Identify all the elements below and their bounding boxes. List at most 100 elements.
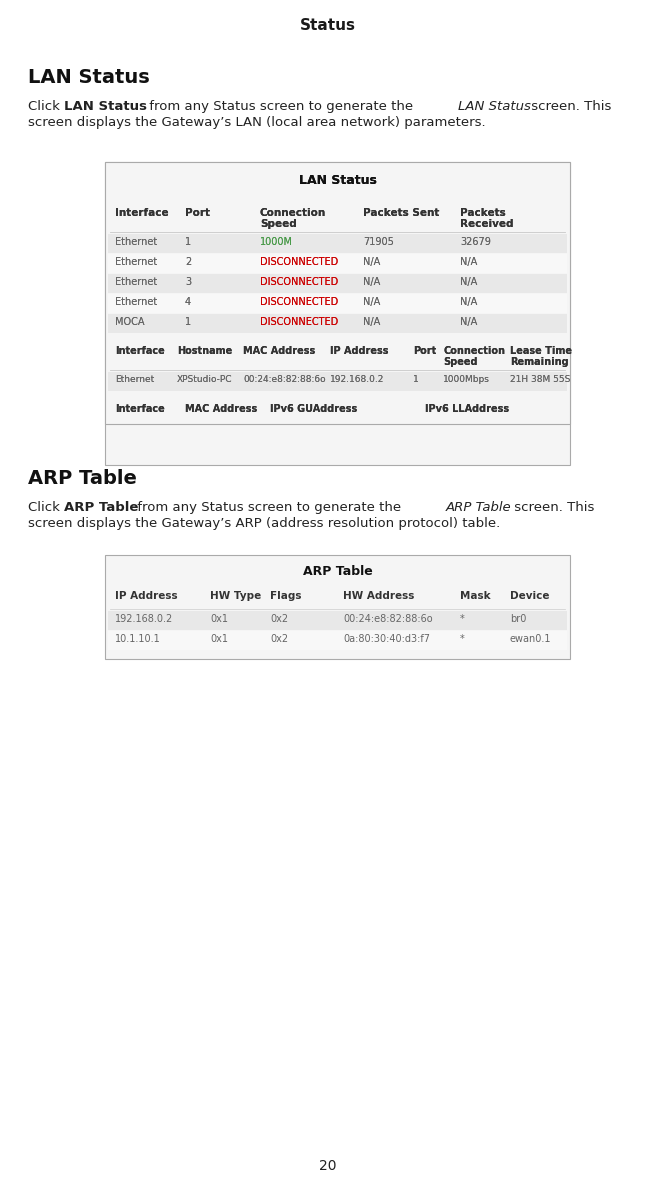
Text: 1000Mbps: 1000Mbps bbox=[443, 375, 490, 384]
Text: 3: 3 bbox=[185, 278, 191, 287]
Text: Interface: Interface bbox=[115, 208, 169, 218]
Text: 00:24:e8:82:88:6o: 00:24:e8:82:88:6o bbox=[243, 375, 325, 384]
Text: Speed: Speed bbox=[443, 357, 478, 367]
Text: 3: 3 bbox=[185, 278, 191, 287]
Text: IPv6 LLAddress: IPv6 LLAddress bbox=[425, 404, 509, 414]
Text: 00:24:e8:82:88:6o: 00:24:e8:82:88:6o bbox=[243, 375, 325, 384]
Text: 71905: 71905 bbox=[363, 237, 394, 247]
Text: Speed: Speed bbox=[443, 357, 478, 367]
Text: 2: 2 bbox=[185, 257, 192, 267]
Text: N/A: N/A bbox=[363, 257, 380, 267]
Text: Connection: Connection bbox=[443, 347, 505, 356]
Text: 32679: 32679 bbox=[460, 237, 491, 247]
Text: DISCONNECTED: DISCONNECTED bbox=[260, 317, 338, 328]
Text: 0x1: 0x1 bbox=[210, 634, 228, 644]
Text: N/A: N/A bbox=[363, 278, 380, 287]
Text: DISCONNECTED: DISCONNECTED bbox=[260, 257, 338, 267]
Text: MOCA: MOCA bbox=[115, 317, 144, 328]
Text: 192.168.0.2: 192.168.0.2 bbox=[115, 615, 173, 624]
Text: 192.168.0.2: 192.168.0.2 bbox=[330, 375, 384, 384]
Text: 4: 4 bbox=[185, 297, 191, 307]
Text: Status: Status bbox=[300, 18, 356, 33]
Text: Click: Click bbox=[28, 100, 64, 113]
Bar bbox=[105, 162, 570, 424]
Text: Received: Received bbox=[460, 219, 514, 229]
Text: Port: Port bbox=[185, 208, 210, 218]
Bar bbox=[108, 233, 567, 252]
Text: N/A: N/A bbox=[363, 297, 380, 307]
Text: N/A: N/A bbox=[460, 257, 478, 267]
Bar bbox=[108, 254, 567, 273]
Text: DISCONNECTED: DISCONNECTED bbox=[260, 297, 338, 307]
Text: N/A: N/A bbox=[363, 317, 380, 328]
Text: IPv6 LLAddress: IPv6 LLAddress bbox=[425, 404, 509, 414]
Bar bbox=[108, 254, 567, 273]
Text: Interface: Interface bbox=[115, 347, 165, 356]
Text: 10.1.10.1: 10.1.10.1 bbox=[115, 634, 161, 644]
Text: N/A: N/A bbox=[363, 297, 380, 307]
Bar bbox=[105, 555, 570, 659]
Text: Connection: Connection bbox=[260, 208, 326, 218]
Text: Port: Port bbox=[185, 208, 210, 218]
Text: Ethernet: Ethernet bbox=[115, 375, 154, 384]
Text: Remaining: Remaining bbox=[510, 357, 569, 367]
Text: Ethernet: Ethernet bbox=[115, 237, 157, 247]
Text: Flags: Flags bbox=[270, 591, 302, 601]
Text: screen. This: screen. This bbox=[527, 100, 611, 113]
Text: from any Status screen to generate the: from any Status screen to generate the bbox=[145, 100, 417, 113]
Text: Received: Received bbox=[460, 219, 514, 229]
Text: ARP Table: ARP Table bbox=[446, 501, 512, 515]
Text: 1: 1 bbox=[185, 317, 191, 328]
Text: Packets: Packets bbox=[460, 208, 506, 218]
Text: 4: 4 bbox=[185, 297, 191, 307]
Text: 0x1: 0x1 bbox=[210, 615, 228, 624]
Text: N/A: N/A bbox=[363, 257, 380, 267]
Text: XPStudio-PC: XPStudio-PC bbox=[177, 375, 232, 384]
Text: 192.168.0.2: 192.168.0.2 bbox=[330, 375, 384, 384]
Text: Lease Time: Lease Time bbox=[510, 347, 572, 356]
Text: Port: Port bbox=[413, 347, 436, 356]
Text: from any Status screen to generate the: from any Status screen to generate the bbox=[133, 501, 405, 515]
Text: ewan0.1: ewan0.1 bbox=[510, 634, 552, 644]
Text: 1: 1 bbox=[185, 317, 191, 328]
Bar bbox=[108, 314, 567, 333]
Text: Ethernet: Ethernet bbox=[115, 257, 157, 267]
Text: Packets Sent: Packets Sent bbox=[363, 208, 440, 218]
Text: DISCONNECTED: DISCONNECTED bbox=[260, 317, 338, 328]
Text: N/A: N/A bbox=[363, 317, 380, 328]
Text: 2: 2 bbox=[185, 257, 192, 267]
Text: Ethernet: Ethernet bbox=[115, 297, 157, 307]
Text: N/A: N/A bbox=[460, 278, 478, 287]
Text: Hostname: Hostname bbox=[177, 347, 232, 356]
Bar bbox=[108, 274, 567, 293]
Text: LAN Status: LAN Status bbox=[298, 174, 377, 187]
Text: LAN Status: LAN Status bbox=[64, 100, 147, 113]
Text: N/A: N/A bbox=[460, 317, 478, 328]
Text: 1000Mbps: 1000Mbps bbox=[443, 375, 490, 384]
Text: DISCONNECTED: DISCONNECTED bbox=[260, 297, 338, 307]
Text: N/A: N/A bbox=[460, 278, 478, 287]
Text: HW Address: HW Address bbox=[343, 591, 415, 601]
Text: IP Address: IP Address bbox=[115, 591, 178, 601]
Text: HW Type: HW Type bbox=[210, 591, 261, 601]
Text: Click: Click bbox=[28, 501, 64, 515]
Text: 1000M: 1000M bbox=[260, 237, 293, 247]
Text: 71905: 71905 bbox=[363, 237, 394, 247]
Text: 00:24:e8:82:88:6o: 00:24:e8:82:88:6o bbox=[343, 615, 432, 624]
Text: screen. This: screen. This bbox=[510, 501, 594, 515]
Text: *: * bbox=[460, 634, 464, 644]
Text: XPStudio-PC: XPStudio-PC bbox=[177, 375, 232, 384]
Text: 1000M: 1000M bbox=[260, 237, 293, 247]
Text: N/A: N/A bbox=[460, 257, 478, 267]
Text: Mask: Mask bbox=[460, 591, 491, 601]
Text: Interface: Interface bbox=[115, 404, 165, 414]
Text: MAC Address: MAC Address bbox=[185, 404, 257, 414]
Text: IP Address: IP Address bbox=[330, 347, 388, 356]
Text: DISCONNECTED: DISCONNECTED bbox=[260, 278, 338, 287]
Text: N/A: N/A bbox=[460, 297, 478, 307]
Text: DISCONNECTED: DISCONNECTED bbox=[260, 278, 338, 287]
Text: MAC Address: MAC Address bbox=[243, 347, 316, 356]
Text: MAC Address: MAC Address bbox=[185, 404, 257, 414]
Bar bbox=[108, 372, 567, 391]
Bar bbox=[108, 274, 567, 293]
